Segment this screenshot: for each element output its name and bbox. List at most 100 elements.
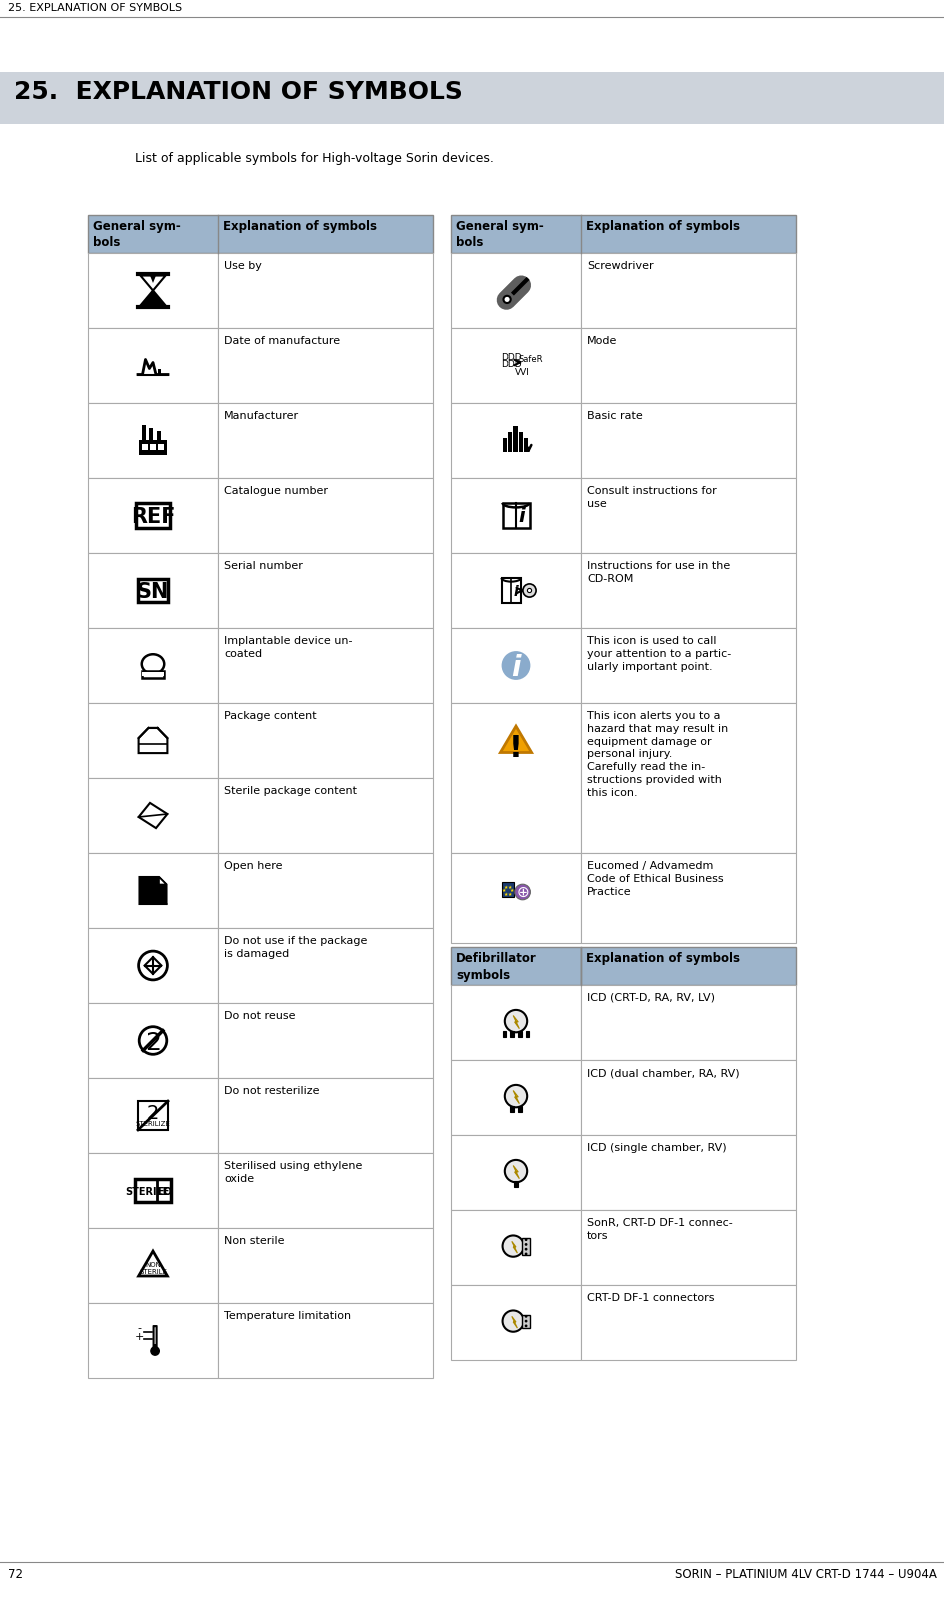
Bar: [218, 1227, 432, 1302]
Bar: [450, 1210, 581, 1285]
Bar: [218, 1004, 432, 1079]
Bar: [142, 671, 164, 678]
Bar: [450, 216, 795, 252]
Bar: [88, 553, 218, 628]
FancyBboxPatch shape: [135, 503, 170, 527]
Bar: [450, 553, 581, 628]
Polygon shape: [150, 275, 156, 283]
Bar: [218, 553, 432, 628]
Bar: [0, 72, 944, 125]
FancyBboxPatch shape: [135, 1179, 171, 1202]
Text: !: !: [509, 735, 522, 764]
Bar: [581, 703, 795, 853]
Circle shape: [524, 1315, 527, 1318]
Bar: [450, 703, 581, 853]
FancyBboxPatch shape: [154, 1326, 157, 1347]
Text: Catalogue number: Catalogue number: [224, 486, 328, 495]
Text: Date of manufacture: Date of manufacture: [224, 336, 340, 347]
Bar: [450, 984, 581, 1059]
Bar: [218, 628, 432, 703]
Text: 25. EXPLANATION OF SYMBOLS: 25. EXPLANATION OF SYMBOLS: [8, 3, 182, 13]
Text: Serial number: Serial number: [224, 561, 303, 570]
Text: SonR, CRT-D DF-1 connec-
tors: SonR, CRT-D DF-1 connec- tors: [586, 1218, 732, 1240]
Bar: [218, 1154, 432, 1227]
Bar: [150, 444, 156, 451]
Text: SafeR: SafeR: [518, 355, 542, 364]
Bar: [450, 403, 581, 478]
Text: i: i: [514, 585, 518, 599]
Bar: [218, 853, 432, 928]
Text: Mode: Mode: [586, 336, 616, 347]
Text: 2: 2: [146, 1104, 159, 1123]
Text: 2: 2: [145, 1031, 161, 1056]
Text: VVI: VVI: [514, 368, 530, 377]
Polygon shape: [513, 1165, 519, 1179]
Text: Do not resterilize: Do not resterilize: [224, 1087, 319, 1096]
Bar: [88, 252, 218, 328]
Bar: [450, 853, 581, 943]
Text: Explanation of symbols: Explanation of symbols: [223, 221, 377, 233]
Text: 72: 72: [8, 1568, 23, 1580]
Bar: [518, 431, 522, 452]
Text: ★: ★: [507, 885, 512, 890]
Text: This icon is used to call
your attention to a partic-
ularly important point.: This icon is used to call your attention…: [586, 636, 731, 671]
FancyBboxPatch shape: [138, 1101, 168, 1130]
Circle shape: [503, 296, 510, 304]
Circle shape: [524, 1253, 527, 1256]
Text: SORIN – PLATINIUM 4LV CRT-D 1744 – U904A: SORIN – PLATINIUM 4LV CRT-D 1744 – U904A: [674, 1568, 936, 1580]
Circle shape: [504, 1160, 527, 1183]
Bar: [88, 478, 218, 553]
Bar: [522, 1238, 530, 1254]
Bar: [88, 928, 218, 1004]
Text: ★: ★: [501, 888, 506, 893]
Text: ICD (single chamber, RV): ICD (single chamber, RV): [586, 1143, 726, 1154]
FancyBboxPatch shape: [138, 578, 168, 602]
Bar: [88, 778, 218, 853]
Circle shape: [514, 884, 530, 900]
Polygon shape: [512, 1242, 517, 1253]
Bar: [88, 703, 218, 778]
Text: Sterile package content: Sterile package content: [224, 786, 357, 796]
Text: ⊕: ⊕: [515, 885, 529, 900]
Text: Package content: Package content: [224, 711, 316, 721]
Bar: [450, 1059, 581, 1135]
Text: +: +: [135, 1331, 144, 1342]
Polygon shape: [139, 802, 167, 828]
Text: Explanation of symbols: Explanation of symbols: [585, 952, 739, 965]
Bar: [526, 1031, 529, 1037]
Bar: [581, 1135, 795, 1210]
Bar: [514, 1181, 517, 1187]
Text: CRT-D DF-1 connectors: CRT-D DF-1 connectors: [586, 1293, 714, 1302]
Text: NON
STERILE: NON STERILE: [139, 1262, 167, 1275]
Bar: [149, 428, 153, 441]
Circle shape: [504, 1010, 527, 1032]
Polygon shape: [159, 877, 166, 885]
Bar: [581, 948, 795, 984]
Bar: [510, 1106, 514, 1112]
Text: ★: ★: [509, 888, 514, 893]
Text: REF: REF: [130, 507, 175, 527]
Circle shape: [139, 951, 167, 980]
Text: Explanation of symbols: Explanation of symbols: [585, 221, 739, 233]
Bar: [524, 438, 528, 452]
Text: List of applicable symbols for High-voltage Sorin devices.: List of applicable symbols for High-volt…: [135, 152, 494, 165]
Bar: [507, 431, 512, 452]
Bar: [581, 853, 795, 943]
Bar: [88, 1302, 218, 1377]
Circle shape: [151, 1347, 160, 1355]
Circle shape: [524, 1248, 527, 1251]
Bar: [88, 1154, 218, 1227]
Text: ICD (CRT-D, RA, RV, LV): ICD (CRT-D, RA, RV, LV): [586, 992, 715, 1004]
Text: DDD: DDD: [501, 353, 522, 363]
Bar: [88, 403, 218, 478]
Bar: [218, 478, 432, 553]
Circle shape: [522, 583, 535, 598]
Text: Do not reuse: Do not reuse: [224, 1012, 295, 1021]
Bar: [88, 853, 218, 928]
Text: Basic rate: Basic rate: [586, 411, 642, 420]
Ellipse shape: [142, 654, 164, 674]
Polygon shape: [513, 1090, 519, 1104]
Text: ★: ★: [503, 885, 508, 890]
Bar: [581, 1285, 795, 1360]
Text: Sterilised using ethylene
oxide: Sterilised using ethylene oxide: [224, 1162, 362, 1184]
